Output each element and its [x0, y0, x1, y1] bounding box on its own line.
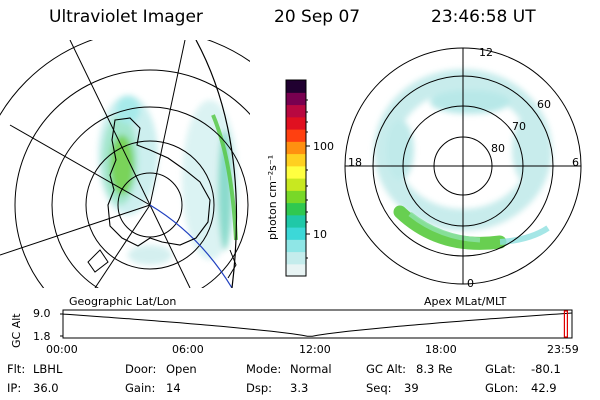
- mlt-label-18: 18: [348, 156, 362, 169]
- altitude-curve: [62, 312, 573, 337]
- lat-label-70: 70: [512, 120, 526, 133]
- apex-grid: [344, 47, 582, 285]
- info-glon-label: GLon:: [485, 381, 519, 395]
- current-time-marker: [563, 310, 569, 338]
- colorbar-segment: [286, 239, 306, 253]
- colorbar-segment: [286, 251, 306, 265]
- colorbar-segment: [286, 141, 306, 155]
- colorbar-segment: [286, 153, 306, 167]
- altitude-ytick-1-8: 1.8: [33, 330, 51, 343]
- info-seq-value: 39: [404, 381, 419, 395]
- colorbar-segment: [286, 80, 306, 93]
- info-dsp-value: 3.3: [290, 381, 309, 395]
- info-ip-label: IP:: [7, 381, 22, 395]
- colorbar-segment: [286, 165, 306, 179]
- colorbar-unit: photon cm⁻²s⁻¹: [266, 154, 279, 240]
- time-label: 23:46:58 UT: [431, 7, 536, 27]
- info-mode-value: Normal: [290, 362, 332, 376]
- mlt-label-6: 6: [572, 156, 579, 169]
- altitude-xtick-2359: 23:59: [547, 343, 579, 356]
- instrument-title: Ultraviolet Imager: [49, 7, 203, 27]
- mlt-label-0: 0: [467, 277, 474, 290]
- altitude-ticks: [60, 313, 63, 337]
- info-door-value: Open: [166, 362, 197, 376]
- lat-label-80: 80: [491, 142, 505, 155]
- date-label: 20 Sep 07: [274, 7, 361, 27]
- info-glat-label: GLat:: [485, 362, 516, 376]
- altitude-frame: [62, 309, 573, 339]
- right-panel-caption: Apex MLat/MLT: [424, 295, 507, 308]
- colorbar-segment: [286, 202, 306, 216]
- colorbar-tick-10: 10: [313, 228, 327, 241]
- colorbar: [286, 80, 306, 277]
- info-gain-label: Gain:: [125, 381, 156, 395]
- geographic-map: [0, 40, 250, 288]
- altitude-xtick-1800: 18:00: [425, 343, 457, 356]
- mlt-label-12: 12: [479, 46, 493, 59]
- colorbar-ticks: [306, 99, 310, 259]
- info-gain-value: 14: [166, 381, 181, 395]
- info-gcalt-label: GC Alt:: [366, 362, 407, 376]
- colorbar-segment: [286, 92, 306, 106]
- apex-map: [374, 69, 552, 250]
- info-mode-label: Mode:: [246, 362, 282, 376]
- info-door-label: Door:: [125, 362, 157, 376]
- colorbar-segment: [286, 263, 306, 277]
- info-flt-value: LBHL: [33, 362, 63, 376]
- altitude-ylabel: GC Alt: [10, 313, 23, 348]
- colorbar-segment: [286, 178, 306, 191]
- info-ip-value: 36.0: [33, 381, 59, 395]
- info-glat-value: -80.1: [531, 362, 561, 376]
- colorbar-segment: [286, 104, 306, 118]
- colorbar-segment: [286, 214, 306, 228]
- lat-label-60: 60: [537, 98, 551, 111]
- colorbar-segment: [286, 190, 306, 204]
- altitude-ytick-9: 9.0: [33, 307, 51, 320]
- info-glon-value: 42.9: [531, 381, 557, 395]
- colorbar-frame: [285, 79, 307, 277]
- colorbar-tick-100: 100: [313, 140, 334, 153]
- info-flt-label: Flt:: [7, 362, 26, 376]
- info-dsp-label: Dsp:: [246, 381, 273, 395]
- info-gcalt-value: 8.3 Re: [416, 362, 453, 376]
- colorbar-segment: [286, 116, 306, 130]
- colorbar-segment: [286, 227, 306, 240]
- info-seq-label: Seq:: [366, 381, 392, 395]
- altitude-xtick-1200: 12:00: [299, 343, 331, 356]
- left-panel-caption: Geographic Lat/Lon: [69, 295, 177, 308]
- colorbar-segment: [286, 129, 306, 142]
- altitude-xtick-0600: 06:00: [172, 343, 204, 356]
- altitude-xtick-0000: 00:00: [46, 343, 78, 356]
